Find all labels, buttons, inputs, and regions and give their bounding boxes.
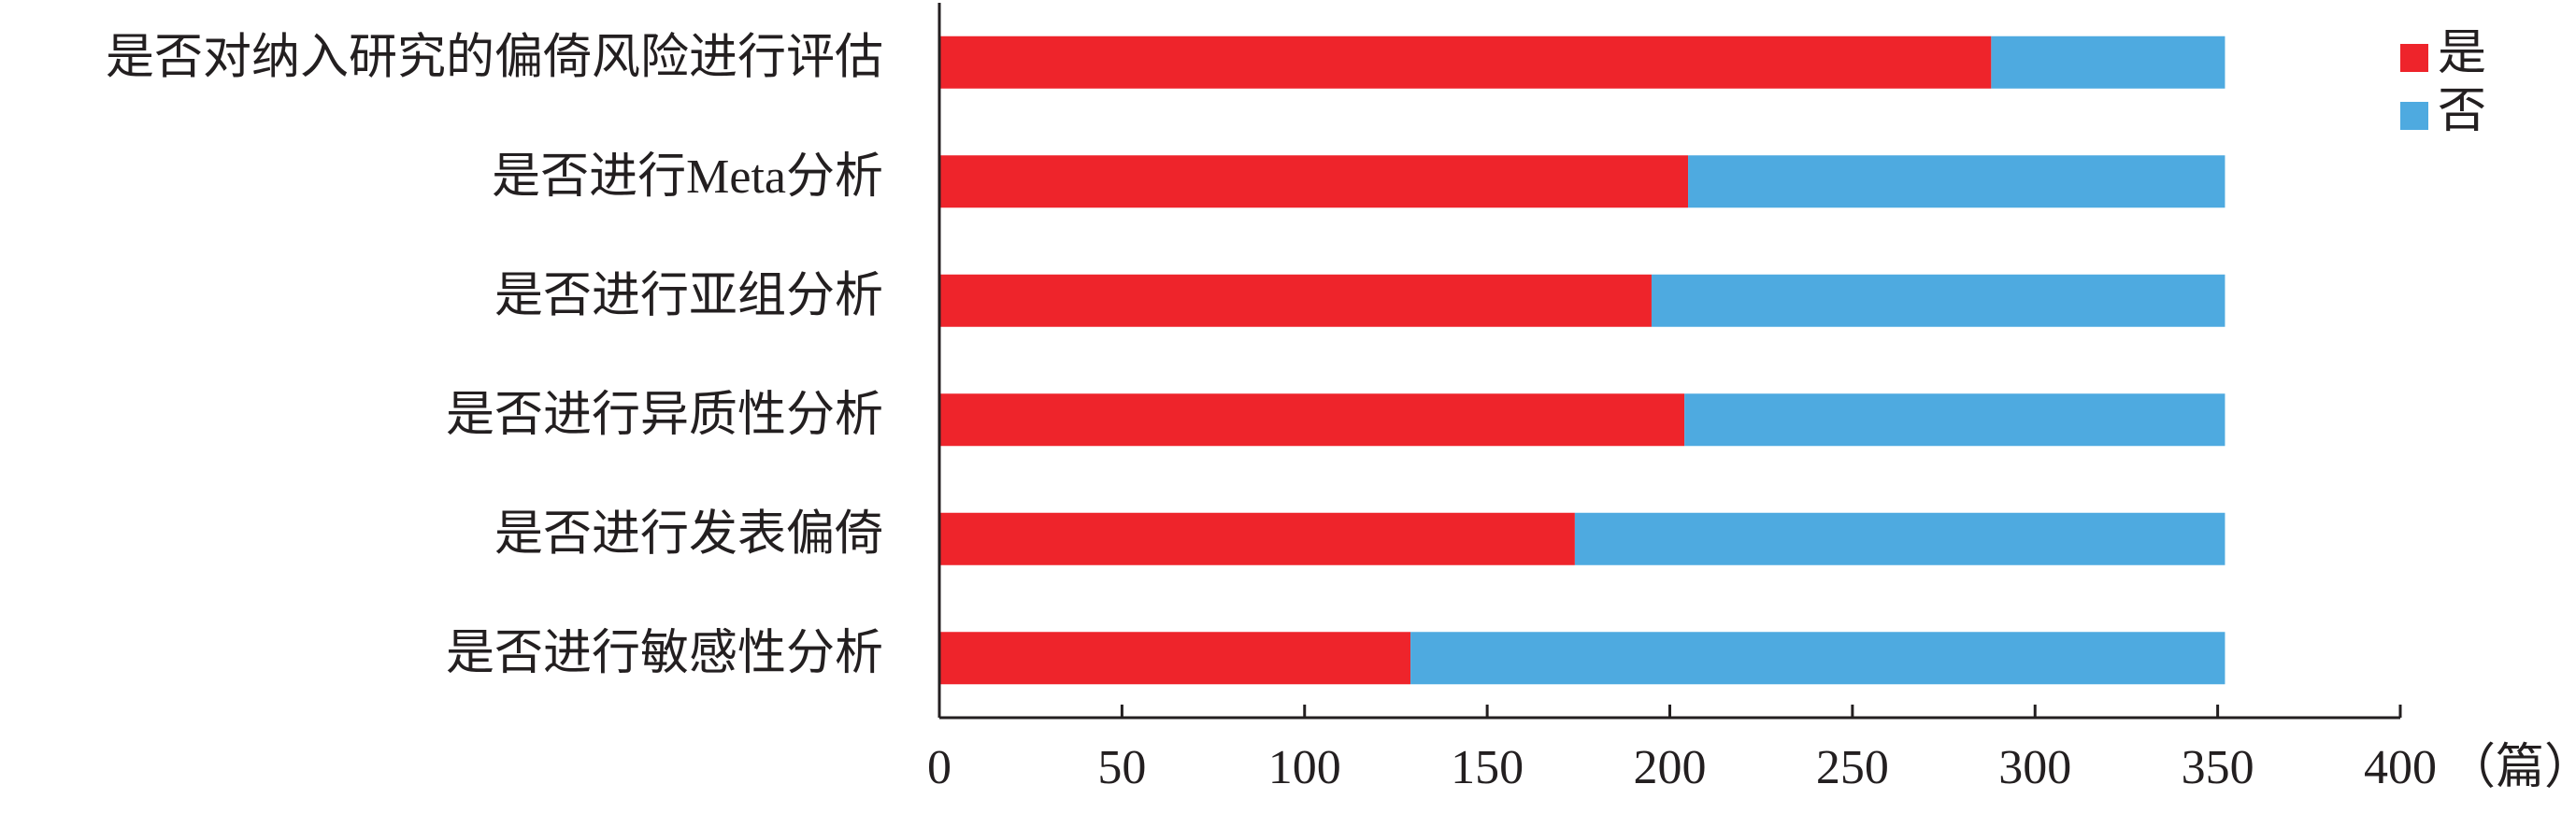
bar-segment: [1410, 632, 2225, 685]
x-tick-label: 350: [2182, 741, 2254, 794]
bar-segment: [939, 36, 1992, 89]
y-tick-label: 是否进行敏感性分析: [446, 627, 883, 680]
x-tick-label: 100: [1268, 741, 1341, 794]
x-tick-label: 150: [1451, 741, 1524, 794]
y-tick-label: 是否对纳入研究的偏倚风险进行评估: [106, 32, 883, 85]
y-tick-label: 是否进行亚组分析: [494, 270, 883, 323]
y-tick-label: 是否进行发表偏倚: [494, 508, 883, 562]
bar-segment: [1991, 36, 2225, 89]
bar-segment: [1684, 393, 2225, 447]
y-tick-label: 是否进行Meta分析: [492, 150, 883, 204]
x-axis-label: （篇）: [2447, 741, 2576, 794]
legend-label: 是: [2438, 27, 2486, 80]
x-tick-label: 400: [2364, 741, 2437, 794]
x-tick-label: 200: [1634, 741, 1707, 794]
legend-swatch: [2400, 44, 2428, 72]
bar-segment: [939, 274, 1652, 327]
bar-segment: [1651, 274, 2225, 327]
bar-segment: [1574, 512, 2225, 565]
legend-label: 否: [2438, 85, 2486, 138]
x-tick-label: 50: [1097, 741, 1146, 794]
bar-segment: [939, 393, 1685, 447]
x-tick-label: 250: [1816, 741, 1889, 794]
bar-segment: [1688, 155, 2225, 208]
y-tick-label: 是否进行异质性分析: [446, 389, 883, 442]
bar-segment: [939, 512, 1575, 565]
x-tick-label: 0: [927, 741, 952, 794]
legend-swatch: [2400, 102, 2428, 130]
bar-segment: [939, 632, 1411, 685]
bar-segment: [939, 155, 1689, 208]
x-tick-label: 300: [1998, 741, 2071, 794]
